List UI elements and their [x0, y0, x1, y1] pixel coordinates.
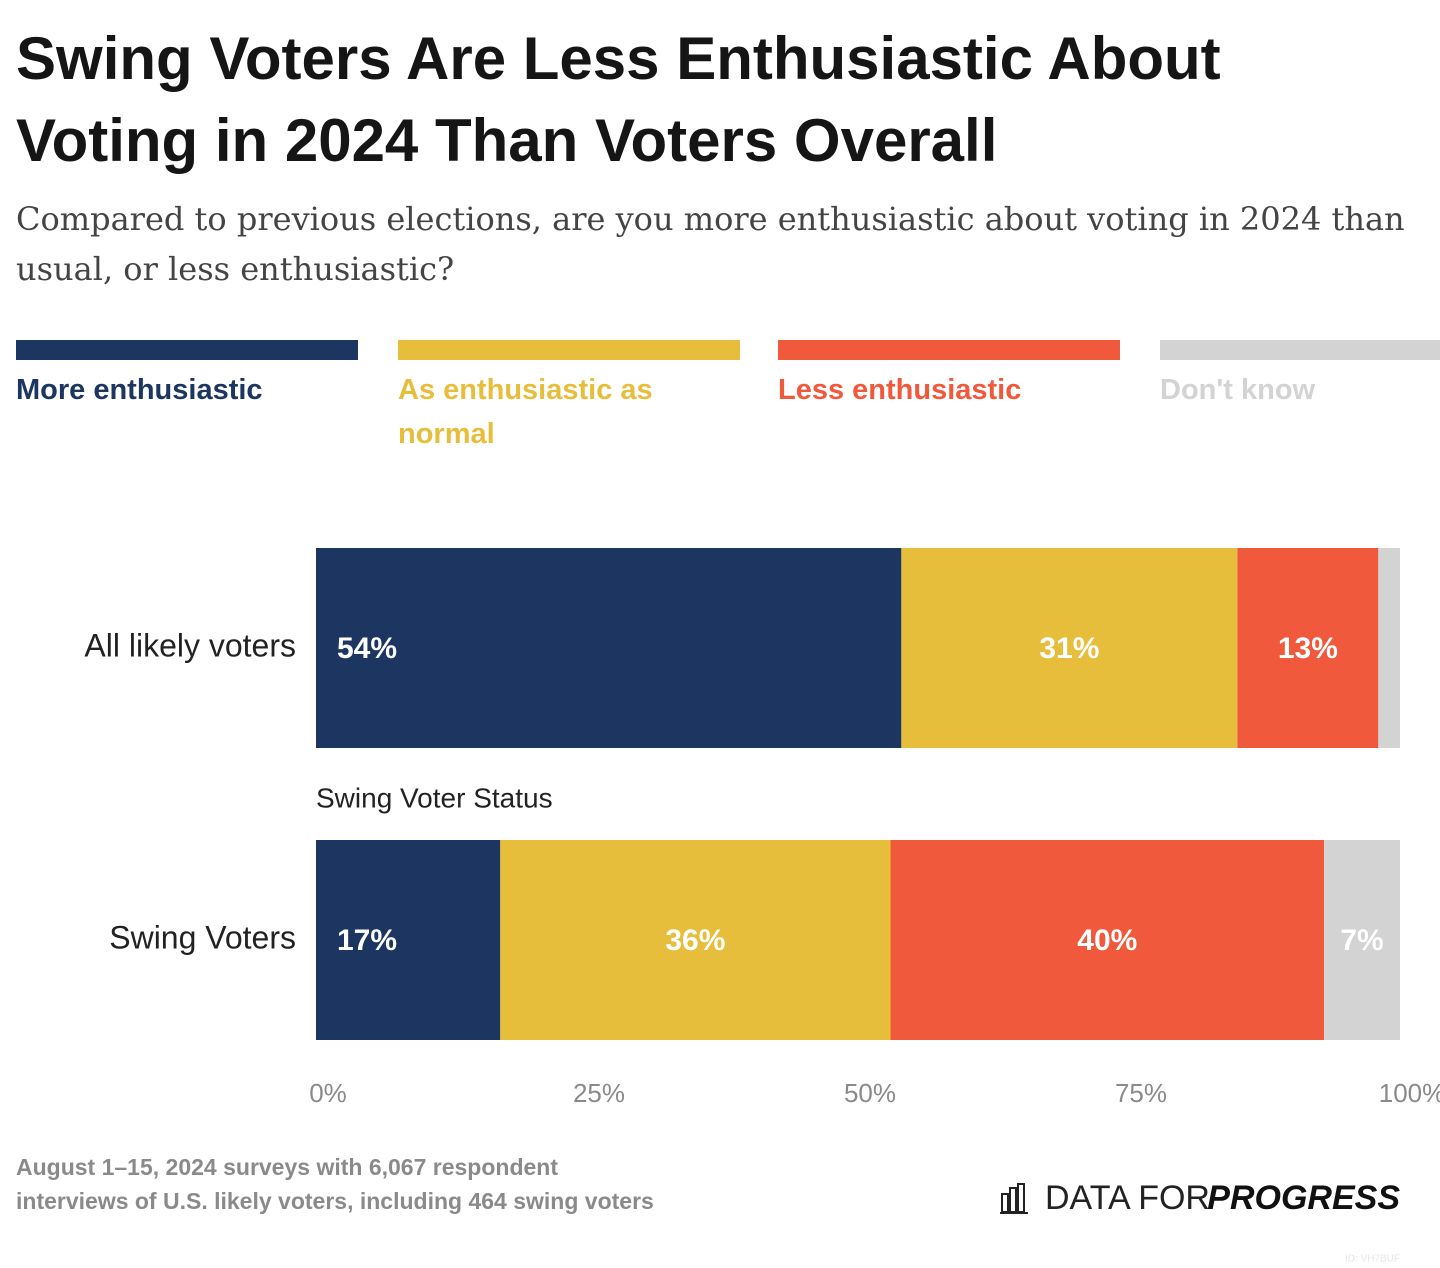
legend-swatch: [16, 340, 358, 360]
x-tick-label: 75%: [1115, 1078, 1167, 1108]
bar-segment: [901, 548, 1238, 748]
x-tick-label: 50%: [844, 1078, 896, 1108]
legend-item: As enthusiastic as normal: [398, 340, 740, 456]
legend-swatch: [778, 340, 1120, 360]
legend-label: As enthusiastic as normal: [398, 374, 653, 450]
x-tick-label: 25%: [573, 1078, 625, 1108]
legend-label: Less enthusiastic: [778, 374, 1022, 406]
x-tick-label: 0%: [309, 1078, 347, 1108]
legend-swatch: [398, 340, 740, 360]
legend-item: Less enthusiastic: [778, 340, 1120, 412]
bar-segment: [316, 548, 902, 748]
chart-id: ID: VH7BUF: [1345, 1254, 1400, 1265]
logo-icon: [1000, 1183, 1028, 1214]
y-tick-label: Swing Voters: [109, 919, 296, 955]
bar-segment: [1378, 548, 1400, 748]
bar-segment: [1237, 548, 1379, 748]
bar-segment: [316, 840, 501, 1040]
chart-title: Swing Voters Are Less Enthusiastic About…: [16, 25, 1221, 174]
logo-text: DATA FOR: [1045, 1179, 1210, 1217]
bar-segment: [500, 840, 891, 1040]
data-label: 54%: [337, 632, 397, 665]
data-label: 17%: [337, 924, 397, 957]
footnote: August 1–15, 2024 surveys with 6,067 res…: [16, 1154, 654, 1214]
group-label: Swing Voter Status: [316, 782, 553, 813]
bar-segment: [1324, 840, 1400, 1040]
legend-swatch: [1160, 340, 1440, 360]
legend-label: More enthusiastic: [16, 374, 263, 406]
legend-label: Don't know: [1160, 374, 1316, 406]
logo-text-bold: PROGRESS: [1207, 1179, 1400, 1217]
data-label: 31%: [1039, 632, 1099, 665]
data-label: 40%: [1077, 924, 1137, 957]
x-tick-label: 100%: [1379, 1078, 1440, 1108]
data-label: 13%: [1278, 632, 1338, 665]
legend-item: Don't know: [1160, 340, 1440, 412]
y-tick-label: All likely voters: [84, 627, 296, 663]
legend-item: More enthusiastic: [16, 340, 358, 412]
data-label: 7%: [1340, 924, 1383, 957]
bar-segment: [890, 840, 1325, 1040]
data-label: 36%: [665, 924, 725, 957]
chart-subtitle: Compared to previous elections, are you …: [16, 200, 1405, 288]
